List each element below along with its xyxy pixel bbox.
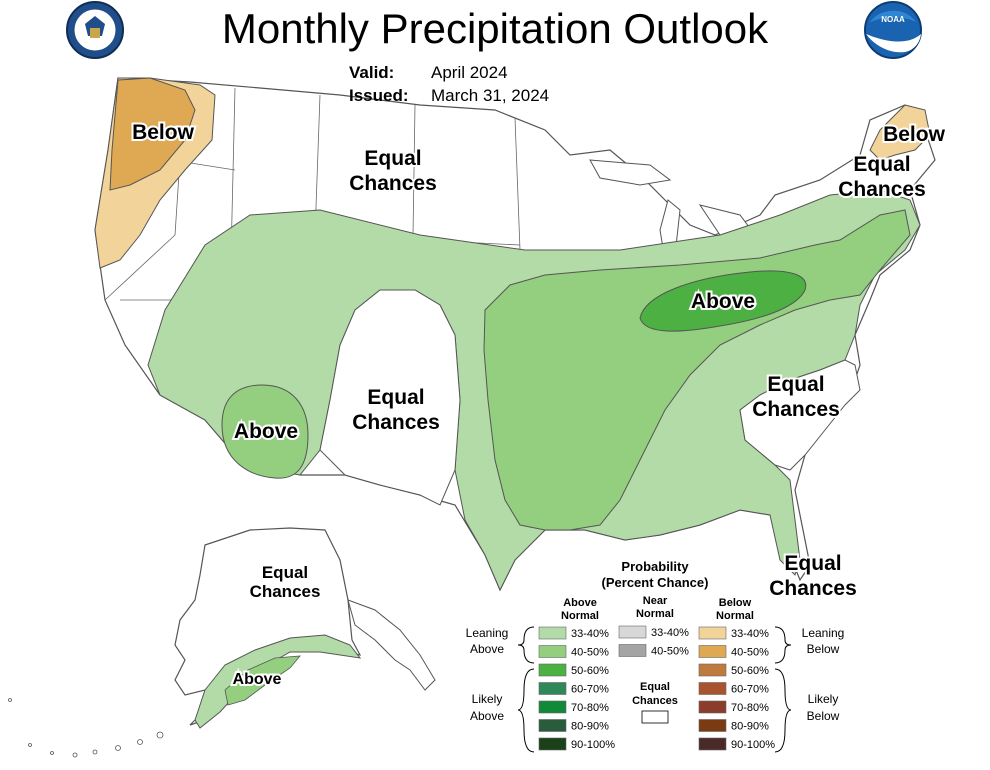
sw-above-label: Above — [234, 420, 298, 443]
ne-equal-label: Equal — [853, 153, 910, 176]
issued-line: Issued: March 31, 2024 — [349, 85, 549, 107]
above-swatch-label-3: 50-60% — [571, 665, 609, 677]
legend-title: Probability — [621, 559, 689, 574]
commerce-seal-logo — [66, 1, 124, 59]
legend-above-header: Above — [563, 597, 597, 609]
above-50-60-region — [639, 270, 807, 332]
pnw-below-label: Below — [132, 121, 195, 144]
north-chances-label: Chances — [349, 172, 437, 195]
above-swatch-4 — [538, 682, 567, 695]
above-swatch-label-2: 40-50% — [571, 647, 609, 659]
legend-equal-label-2: Chances — [632, 695, 678, 707]
below-swatch-label-7: 90-100% — [731, 739, 775, 751]
above-swatch-label-6: 80-90% — [571, 721, 609, 733]
below-swatch-label-5: 70-80% — [731, 702, 769, 714]
legend-near-swatches: 33-40% 40-50% — [618, 625, 689, 658]
legend-near-header-2: Normal — [636, 608, 674, 620]
se-chances-label: Chances — [752, 398, 840, 421]
ak-equal-label: Equal — [262, 563, 308, 582]
below-swatch-label-2: 40-50% — [731, 647, 769, 659]
near-swatch-2 — [618, 644, 647, 657]
fl-equal-label: Equal — [784, 552, 841, 575]
above-swatch-label-1: 33-40% — [571, 628, 609, 640]
below-swatch-label-3: 50-60% — [731, 665, 769, 677]
legend-leaning-below: Leaning — [802, 626, 845, 640]
near-swatch-label-1: 33-40% — [651, 627, 689, 639]
above-swatch-label-5: 70-80% — [571, 702, 609, 714]
below-swatch-2 — [698, 645, 727, 658]
ak-chances-label: Chances — [250, 582, 321, 601]
legend-below-header-2: Normal — [716, 610, 754, 622]
ne-chances-label: Chances — [838, 178, 926, 201]
legend-likely-below: Likely — [808, 692, 839, 706]
below-swatch-5 — [698, 700, 727, 714]
issued-label: Issued: — [349, 86, 409, 105]
above-swatch-7 — [538, 737, 567, 751]
central-chances-label: Chances — [352, 411, 440, 434]
legend-above-header-2: Normal — [561, 610, 599, 622]
valid-line: Valid: April 2024 — [349, 62, 508, 84]
legend-leaning-above-2: Above — [470, 642, 504, 656]
maine-below-label: Below — [883, 123, 946, 146]
page-title: Monthly Precipitation Outlook — [221, 5, 769, 52]
ohio-above-label: Above — [691, 290, 755, 313]
se-equal-label: Equal — [767, 373, 824, 396]
noaa-logo: NOAA — [864, 1, 922, 59]
legend-near-header: Near — [643, 595, 668, 607]
above-swatch-label-4: 60-70% — [571, 684, 609, 696]
issued-value: March 31, 2024 — [431, 86, 550, 105]
below-swatch-label-1: 33-40% — [731, 628, 769, 640]
alaska — [8, 527, 436, 758]
legend-below-header: Below — [719, 597, 752, 609]
below-swatch-label-6: 80-90% — [731, 721, 769, 733]
region-labels: Below Equal Chances Below Equal Chances … — [130, 119, 948, 690]
below-swatch-7 — [698, 737, 727, 751]
legend-equal-label: Equal — [640, 681, 670, 693]
above-swatch-1 — [538, 626, 567, 640]
legend-leaning-above: Leaning — [466, 626, 509, 640]
near-swatch-1 — [618, 625, 647, 639]
below-swatch-6 — [698, 719, 727, 732]
valid-label: Valid: — [349, 63, 395, 82]
legend-above-swatches: 33-40% 40-50% 50-60% 60-70% 70-80% 80-90% 90-1… — [538, 626, 615, 751]
above-swatch-label-7: 90-100% — [571, 739, 615, 751]
legend-likely-above-2: Above — [470, 709, 504, 723]
below-swatch-1 — [698, 626, 727, 640]
legend-below-swatches: 33-40% 40-50% 50-60% 60-70% 70-80% 80-90% 90-1… — [698, 626, 775, 751]
legend-likely-below-2: Below — [807, 709, 840, 723]
legend: Probability (Percent Chance) Above Norma… — [466, 559, 845, 753]
above-swatch-3 — [538, 663, 567, 677]
valid-value: April 2024 — [431, 63, 508, 82]
legend-equal-swatch — [641, 710, 669, 724]
legend-leaning-below-2: Below — [807, 642, 840, 656]
legend-likely-above: Likely — [472, 692, 503, 706]
fl-chances-label: Chances — [769, 577, 857, 600]
north-equal-label: Equal — [364, 147, 421, 170]
near-swatch-label-2: 40-50% — [651, 646, 689, 658]
noaa-logo-text: NOAA — [881, 15, 905, 24]
below-40-50-pnw — [109, 77, 196, 191]
above-swatch-5 — [538, 700, 567, 714]
below-swatch-label-4: 60-70% — [731, 684, 769, 696]
central-equal-label: Equal — [367, 386, 424, 409]
legend-subtitle: (Percent Chance) — [602, 575, 709, 590]
above-swatch-6 — [538, 719, 567, 732]
below-33-40-maine — [869, 104, 931, 161]
below-swatch-3 — [698, 663, 727, 677]
below-swatch-4 — [698, 682, 727, 695]
above-swatch-2 — [538, 645, 567, 658]
ak-above-label: Above — [233, 671, 282, 688]
